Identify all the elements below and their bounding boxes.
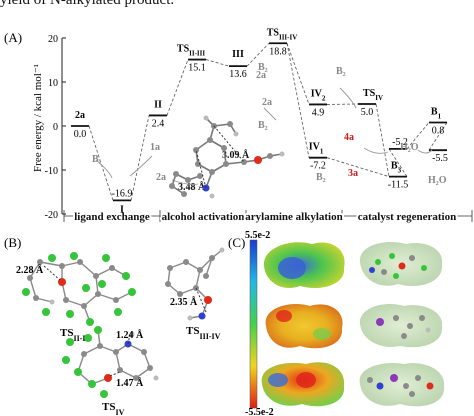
stage-label: ligand exchange: [74, 211, 150, 223]
state-label: TSIII-IV: [267, 27, 298, 41]
annotation-label: 2a: [256, 70, 266, 81]
distance-label: 2.28 Å: [16, 264, 44, 276]
reaction-arrow: [339, 87, 357, 109]
structure-ts-iii-iv: [165, 247, 225, 321]
reaction-arrow: [363, 147, 389, 154]
y-tick-label: 10: [48, 78, 58, 89]
structure-label-sub: III-IV: [199, 332, 220, 341]
reaction-arrow: [263, 107, 277, 121]
state-label: B1: [431, 106, 442, 120]
state-label: IV1: [309, 142, 324, 156]
stage-label: alcohol activation: [162, 211, 245, 223]
structure-label-main: TS: [186, 325, 199, 337]
caption-fragment: yield of N-alkylated product.: [0, 0, 175, 8]
annotation-label: 4a: [344, 132, 354, 143]
y-tick-label: 20: [48, 34, 58, 45]
annotation-label: B₂: [258, 120, 268, 131]
state-label: TSIV: [363, 88, 383, 102]
energy-connector: [428, 122, 448, 151]
reaction-arrow: [417, 149, 433, 154]
structure-label: TSIV: [102, 401, 125, 416]
annotation-label: 3.09 Å: [222, 149, 250, 161]
energy-connector: [326, 157, 390, 177]
esp-colorbar: [249, 239, 258, 409]
structure-label-main: TS: [102, 401, 115, 413]
energy-value-label: 2.4: [152, 118, 165, 129]
esp-map-row-3: [261, 362, 445, 407]
annotation-label: H₂O: [400, 142, 419, 153]
stage-bar: ligand exchange alcohol activation aryla…: [63, 209, 473, 225]
esp-map-row-1: [263, 242, 443, 288]
state-label: B3: [391, 161, 402, 175]
distance-label: 1.47 Å: [116, 377, 144, 389]
energy-value-label: -5.5: [432, 153, 448, 164]
energy-value-label: 13.6: [229, 69, 247, 80]
inset-atoms: [169, 115, 285, 199]
structure-ts-iv: [62, 326, 159, 398]
energy-value-label: 0.0: [74, 129, 87, 140]
energy-connector: [166, 59, 189, 116]
energy-connector: [375, 103, 390, 177]
esp-map-row-2: [265, 304, 443, 349]
energy-connector: [246, 43, 270, 67]
state-label: III: [232, 49, 244, 60]
y-tick-label: -10: [45, 166, 58, 177]
energy-profile: 0.0 2a -16.9 I 2.4 II 15.1 TSII-III 13.6 III 18.8 T…: [71, 27, 448, 215]
structure-ts-ii-iii: [22, 252, 136, 326]
energy-value-label: -5.2: [392, 137, 408, 148]
energy-connector: [388, 148, 408, 177]
energy-value-label: -7.2: [310, 161, 326, 172]
energy-connector: [406, 122, 430, 150]
annotation-label: 2a: [156, 172, 166, 183]
structure-label-sub: II-III: [73, 334, 91, 343]
distance-label: 2.35 Å: [170, 296, 198, 308]
energy-connector: [130, 115, 150, 201]
reaction-arrow: [171, 179, 199, 185]
energy-value-label: 0.8: [432, 125, 445, 136]
annotation-label: H₂O: [428, 175, 447, 186]
colorbar-min-label: -5.5e-2: [245, 407, 274, 416]
state-label: 2a: [75, 110, 85, 121]
state-label: II: [154, 99, 162, 110]
structure-label-sub: IV: [115, 408, 124, 416]
energy-value-label: -16.9: [112, 188, 133, 199]
panel-label-b: (B): [4, 235, 21, 250]
reaction-arrow: [95, 159, 113, 179]
y-tick-label: -20: [45, 210, 58, 221]
structure-label: TSIII-IV: [186, 325, 221, 341]
energy-value-label: 5.0: [361, 107, 374, 118]
panel-label-a: (A): [4, 30, 22, 45]
stage-label: arylamine alkylation: [245, 211, 342, 223]
annotation-label: B₂: [258, 62, 268, 73]
panel-label-c: (C): [228, 235, 245, 250]
annotation-label: 3a: [348, 168, 358, 179]
energy-connector: [286, 43, 310, 158]
structure-label: TSII-III: [60, 327, 92, 343]
stage-label: catalyst regeneration: [358, 211, 456, 223]
annotation-label: B₂: [336, 66, 346, 77]
energy-value-label: 15.1: [188, 63, 206, 74]
y-tick-label: 0: [53, 122, 58, 133]
state-label: I: [120, 204, 124, 215]
y-axis-label: Free energy / kcal mol⁻¹: [32, 64, 44, 172]
colorbar-max-label: 5.5e-2: [245, 230, 270, 241]
energy-value-label: -11.5: [388, 180, 408, 191]
annotation-label: 2a: [262, 97, 272, 108]
energy-value-label: 18.8: [269, 46, 287, 57]
energy-value-label: 4.9: [312, 107, 325, 118]
annotation-label: B₁: [92, 154, 102, 165]
distance-label: 1.24 Å: [116, 329, 144, 341]
state-label: IV2: [311, 88, 326, 102]
annotation-label: 1a: [150, 142, 160, 153]
energy-connector: [205, 59, 230, 67]
reaction-arrow: [129, 155, 153, 177]
annotation-label: B₂: [316, 172, 326, 183]
structure-label-main: TS: [60, 327, 73, 339]
energy-connector: [286, 43, 310, 105]
state-label: TSII-III: [177, 44, 205, 58]
energy-connector: [88, 125, 114, 201]
y-axis: 20 10 0 -10 -20: [45, 34, 66, 221]
inset-distance-line: [195, 149, 207, 189]
